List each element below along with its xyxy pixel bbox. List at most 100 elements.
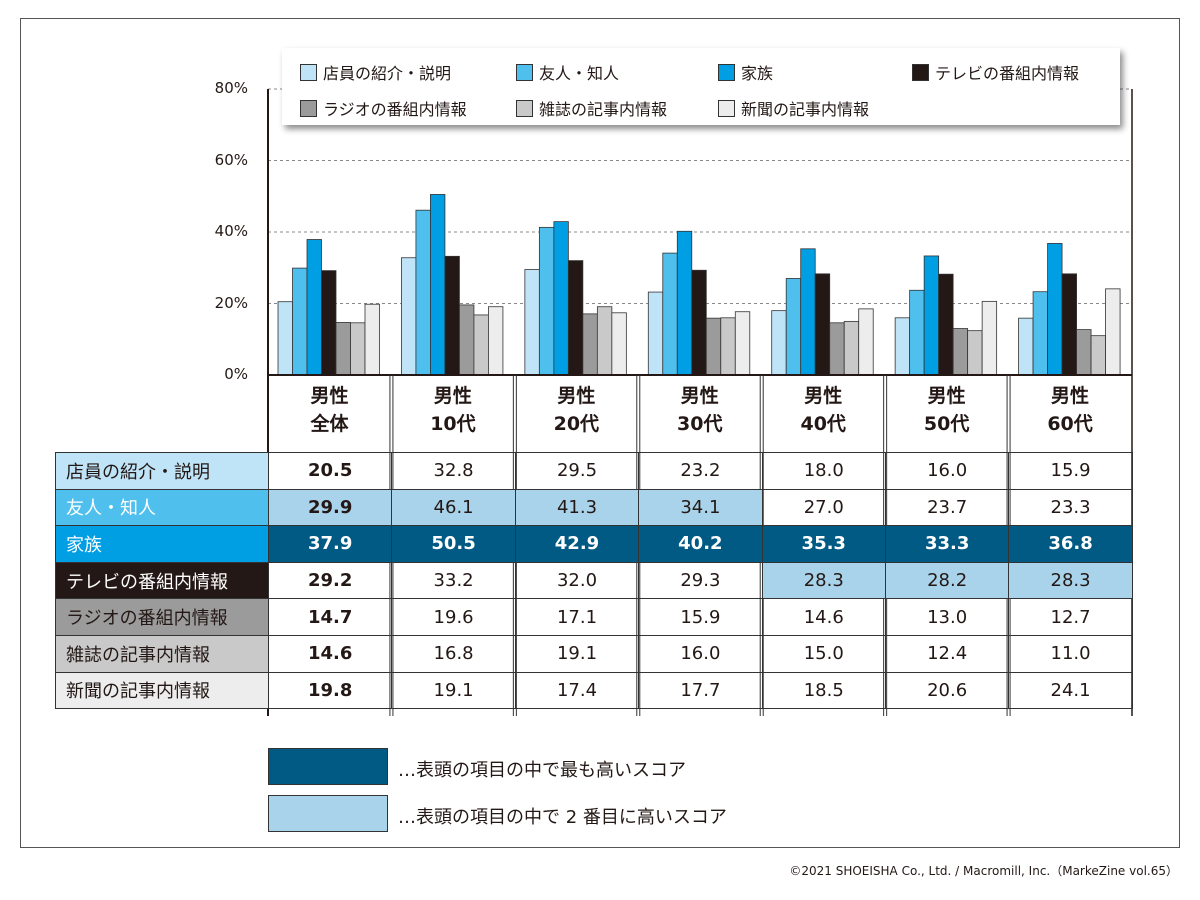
bar (611, 312, 627, 376)
bar (1105, 288, 1121, 376)
bar (524, 269, 540, 376)
y-tick-label: 40% (214, 222, 248, 240)
legend-item: 友人・知人 (516, 60, 619, 84)
bar (691, 269, 707, 376)
data-cell: 32.8 (391, 452, 516, 490)
legend-item: 店員の紹介・説明 (300, 60, 451, 84)
data-cell: 29.5 (514, 452, 640, 490)
table-row: 雑誌の記事内情報 14.6 16.8 19.1 16.0 15.0 12.4 11.0 (55, 634, 1133, 673)
data-cell: 14.7 (267, 598, 393, 636)
data-cell: 17.4 (514, 671, 640, 710)
table-row: ラジオの番組内情報 14.7 19.6 17.1 15.9 14.6 13.0 12.7 (55, 598, 1133, 636)
table-row: 家族 37.9 50.5 42.9 40.2 35.3 33.3 36.8 (55, 525, 1133, 563)
bar (676, 230, 693, 376)
bar (567, 260, 584, 376)
data-cell: 40.2 (638, 525, 763, 563)
category-label-line: 20代 (553, 413, 600, 435)
legend-swatch (912, 63, 929, 81)
legend-swatch (300, 63, 317, 81)
data-cell: 33.2 (391, 561, 516, 600)
bar (1076, 329, 1092, 376)
table-row: 店員の紹介・説明 20.5 32.8 29.5 23.2 18.0 16.0 15.9 (55, 452, 1133, 490)
bar (430, 194, 446, 376)
data-cell: 16.0 (638, 634, 763, 673)
bar (785, 278, 802, 376)
data-cell: 36.8 (1008, 525, 1133, 563)
category-label-line: 男性 (310, 385, 349, 407)
highest-key-swatch (268, 748, 388, 785)
bar (459, 304, 475, 376)
data-cell: 29.2 (267, 561, 393, 600)
data-cell: 23.3 (1008, 488, 1133, 527)
bar (981, 300, 998, 376)
data-cell: 18.0 (761, 452, 886, 490)
data-cell: 14.6 (761, 598, 886, 636)
legend-label: 家族 (741, 64, 774, 83)
data-cell: 19.6 (391, 598, 516, 636)
data-cell: 12.4 (884, 634, 1010, 673)
bar (415, 209, 431, 376)
data-cell: 12.7 (1008, 598, 1133, 636)
bar (829, 322, 845, 376)
data-cell: 23.7 (884, 488, 1010, 527)
bar (1061, 273, 1077, 376)
data-cell: 13.0 (884, 598, 1010, 636)
category-header: 男性 20代 (515, 382, 638, 438)
category-header: 男性 40代 (762, 382, 885, 438)
bar (1032, 291, 1048, 376)
data-cell: 28.3 (1008, 561, 1133, 600)
bar (292, 267, 308, 376)
category-header: 男性 60代 (1009, 382, 1132, 438)
legend-label: テレビの番組内情報 (935, 64, 1080, 83)
bar (1018, 317, 1034, 376)
table-row: 友人・知人 29.9 46.1 41.3 34.1 27.0 23.7 23.3 (55, 488, 1133, 527)
data-cell: 24.1 (1008, 671, 1133, 710)
data-cell: 35.3 (761, 525, 886, 563)
second-key-swatch (268, 795, 388, 832)
data-cell: 20.6 (884, 671, 1010, 710)
data-cell: 23.2 (638, 452, 763, 490)
bar (858, 308, 874, 376)
legend-item: テレビの番組内情報 (912, 60, 1079, 84)
bar (306, 239, 322, 376)
copyright: ©2021 SHOEISHA Co., Ltd. / Macromill, In… (789, 864, 1178, 878)
bar (596, 306, 613, 376)
bar (843, 320, 860, 376)
data-cell: 34.1 (638, 488, 763, 527)
second-key-label: …表頭の項目の中で 2 番目に高いスコア (398, 807, 727, 828)
legend-label: 友人・知人 (539, 64, 620, 83)
legend-label: 新聞の記事内情報 (741, 100, 870, 119)
row-label: テレビの番組内情報 (55, 561, 269, 600)
highest-key-label: …表頭の項目の中で最も高いスコア (398, 760, 686, 781)
bar (814, 273, 831, 376)
bar (647, 291, 664, 376)
category-label-line: 男性 (804, 385, 843, 407)
data-cell: 28.2 (884, 561, 1010, 600)
bar (705, 317, 722, 376)
bar (938, 273, 954, 376)
row-label: 友人・知人 (55, 488, 269, 527)
data-cell: 17.1 (514, 598, 640, 636)
category-header: 男性 全体 (268, 382, 391, 438)
category-header: 男性 10代 (391, 382, 514, 438)
bar (909, 289, 925, 376)
data-cell: 19.8 (267, 671, 393, 710)
legend-item: ラジオの番組内情報 (300, 96, 467, 120)
legend-swatch (718, 99, 735, 117)
data-cell: 32.0 (514, 561, 640, 600)
bar (364, 303, 380, 376)
data-cell: 42.9 (514, 525, 640, 563)
legend-swatch (516, 99, 533, 117)
data-cell: 15.9 (1008, 452, 1133, 490)
row-label: ラジオの番組内情報 (55, 598, 269, 636)
bar (662, 252, 678, 376)
table-row: 新聞の記事内情報 19.8 19.1 17.4 17.7 18.5 20.6 24.1 (55, 671, 1133, 710)
y-tick-label: 80% (214, 79, 248, 97)
legend-swatch (718, 63, 735, 81)
category-label-line: 男性 (1051, 385, 1090, 407)
data-cell: 29.9 (267, 488, 393, 527)
data-cell: 18.5 (761, 671, 886, 710)
bar (771, 310, 787, 376)
bar (720, 317, 736, 376)
category-label-line: 男性 (557, 385, 596, 407)
